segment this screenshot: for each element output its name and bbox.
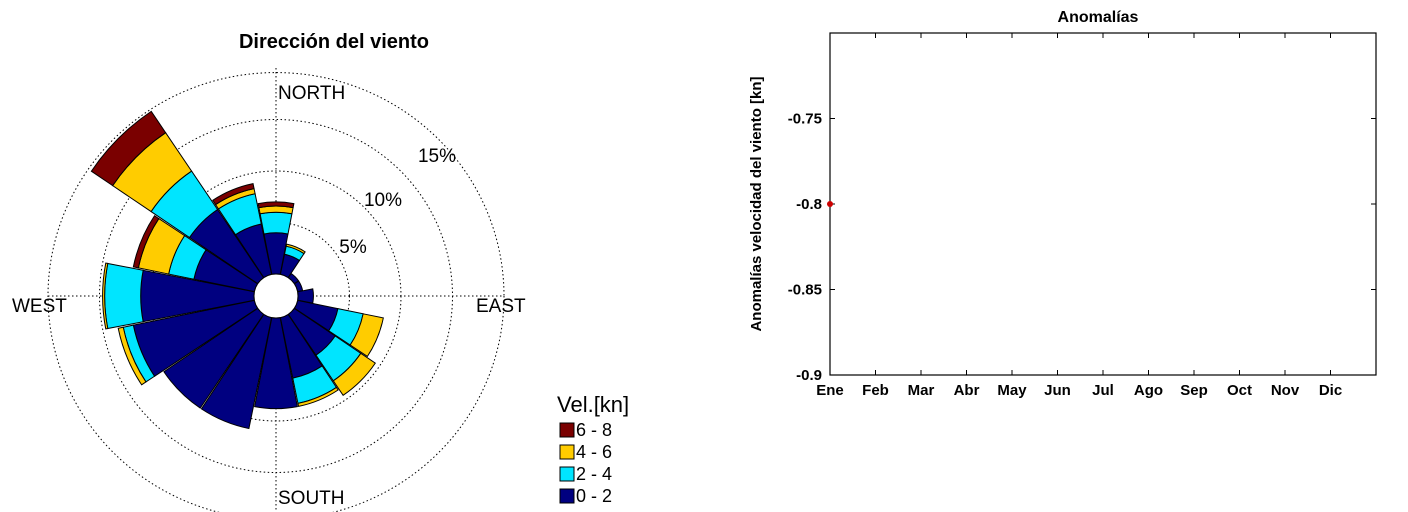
y-tick-label: -0.75	[788, 111, 822, 128]
sector-112.5-bin-2	[349, 313, 384, 358]
x-tick-label: Sep	[1180, 382, 1208, 399]
sector-315-bin-3	[90, 110, 167, 187]
anomaly-title: Anomalías	[1058, 9, 1139, 26]
x-tick-label: Ene	[816, 382, 844, 399]
anomaly-point-Ene	[827, 201, 833, 207]
anomaly-axes: Ene Feb Mar Abr May Jun Jul Ago Sep Oct Nov Dic -0.9…	[788, 33, 1376, 399]
x-tick-label: Jul	[1092, 382, 1114, 399]
x-tick-label: Oct	[1227, 382, 1252, 399]
sector-292.5-bin-3	[132, 215, 160, 269]
wind-rose-chart: Dirección del viento NORTH EAST SOUTH WE…	[12, 31, 629, 512]
y-tick-label: -0.9	[796, 367, 822, 384]
x-tick-label: Mar	[908, 382, 935, 399]
sector-135-bin-2	[332, 352, 376, 396]
anomaly-plot-frame	[829, 32, 1377, 376]
sector-0-bin-1	[259, 211, 293, 235]
y-tick-label: -0.8	[796, 196, 822, 213]
ring-label-10: 10%	[364, 190, 402, 211]
x-tick-label: Nov	[1271, 382, 1300, 399]
legend-swatch	[559, 488, 575, 504]
legend-swatch	[559, 422, 575, 438]
x-tick-label: Ago	[1134, 382, 1163, 399]
legend-label: 6 - 8	[576, 420, 612, 440]
x-tick-label: May	[997, 382, 1027, 399]
anomaly-points	[827, 201, 833, 207]
sector-337.5-bin-3	[212, 183, 255, 206]
x-tick-label: Jun	[1044, 382, 1071, 399]
anomaly-chart: Anomalías Ene Feb Mar Abr May Jun Jul Ago Sep Oct…	[748, 9, 1377, 399]
x-tick-label: Feb	[862, 382, 889, 399]
legend-label: 2 - 4	[576, 464, 612, 484]
legend-swatch	[559, 444, 575, 460]
legend-label: 0 - 2	[576, 486, 612, 506]
sector-22.5-bin-2	[285, 243, 306, 255]
wind-rose-center-hole	[253, 273, 299, 319]
direction-label-north: NORTH	[278, 83, 345, 104]
anomaly-y-axis-label: Anomalías velocidad del viento [kn]	[748, 76, 765, 331]
y-tick-label: -0.85	[788, 282, 822, 299]
sector-270-bin-1	[104, 262, 144, 330]
sector-247.5-bin-2	[117, 326, 147, 386]
direction-label-south: SOUTH	[278, 488, 345, 509]
legend-label: 4 - 6	[576, 442, 612, 462]
ring-label-5: 5%	[339, 237, 367, 258]
ring-label-15: 15%	[418, 146, 456, 167]
wind-rose-legend: Vel.[kn] 6 - 84 - 62 - 40 - 2	[557, 392, 629, 506]
direction-label-west: WEST	[12, 296, 67, 317]
wind-rose-title: Dirección del viento	[239, 31, 429, 53]
sector-0-bin-3	[257, 201, 295, 209]
wind-rose-sectors	[90, 110, 384, 430]
legend-swatch	[559, 466, 575, 482]
legend-title: Vel.[kn]	[557, 392, 629, 417]
sector-157.5-bin-2	[297, 386, 339, 407]
x-tick-label: Abr	[954, 382, 980, 399]
x-tick-label: Dic	[1319, 382, 1342, 399]
sector-270-bin-2	[102, 262, 109, 330]
direction-label-east: EAST	[476, 296, 526, 317]
